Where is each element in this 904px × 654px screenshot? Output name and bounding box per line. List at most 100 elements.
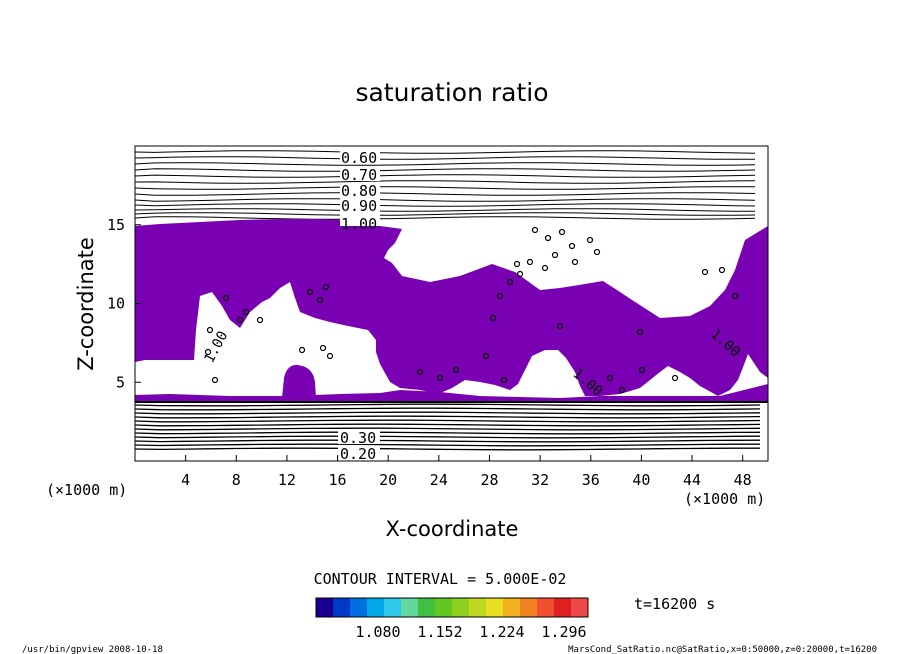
upper-contour-lines bbox=[134, 150, 756, 220]
speckle-mark bbox=[618, 386, 626, 394]
x-tick-label: 32 bbox=[531, 471, 549, 489]
speckle-mark bbox=[551, 251, 559, 259]
x-unit-right: (×1000 m) bbox=[684, 490, 765, 508]
supersaturated-bubble bbox=[282, 364, 316, 398]
x-tick-label: 36 bbox=[582, 471, 600, 489]
chart-title: saturation ratio bbox=[355, 78, 548, 107]
speckle-mark bbox=[322, 283, 330, 291]
speckle-mark bbox=[319, 344, 327, 352]
speckle-mark bbox=[496, 292, 504, 300]
lower-fill-strip bbox=[135, 384, 768, 402]
x-tick-label: 20 bbox=[379, 471, 397, 489]
lower-contour-line bbox=[134, 435, 761, 439]
speckle-mark bbox=[638, 366, 646, 374]
lower-contour-line bbox=[134, 423, 761, 427]
x-tick-label: 44 bbox=[683, 471, 701, 489]
speckle-mark bbox=[452, 366, 460, 374]
x-axis-label: X-coordinate bbox=[386, 517, 519, 541]
x-tick-label: 40 bbox=[632, 471, 650, 489]
supersaturated-region bbox=[135, 219, 768, 396]
contour-speckles bbox=[204, 226, 739, 394]
speckle-mark bbox=[206, 326, 214, 334]
x-tick-label: 4 bbox=[181, 471, 190, 489]
colorbar-swatch bbox=[537, 598, 555, 617]
y-tick-label: 15 bbox=[107, 216, 125, 234]
upper-contour-line bbox=[134, 198, 756, 202]
contour-interval-text: CONTOUR INTERVAL = 5.000E-02 bbox=[314, 570, 567, 588]
lower-contour-line bbox=[134, 427, 761, 431]
colorbar-swatch bbox=[571, 598, 589, 617]
x-tick-label: 28 bbox=[480, 471, 498, 489]
speckle-mark bbox=[242, 308, 250, 316]
colorbar-label: 1.224 bbox=[479, 623, 524, 641]
speckle-mark bbox=[541, 264, 549, 272]
speckle-mark bbox=[636, 328, 644, 336]
upper-contour-labels: 0.60 0.70 0.80 0.90 1.00 bbox=[340, 149, 380, 233]
y-axis-label: Z-coordinate bbox=[74, 237, 98, 371]
speckle-mark bbox=[436, 374, 444, 382]
speckle-mark bbox=[718, 266, 726, 274]
colorbar-swatch bbox=[554, 598, 572, 617]
speckle-mark bbox=[416, 368, 424, 376]
upper-contour-line bbox=[134, 156, 755, 160]
x-tick-label: 12 bbox=[278, 471, 296, 489]
contour-label-0-60: 0.60 bbox=[341, 149, 377, 167]
speckle-mark bbox=[211, 376, 219, 384]
upper-contour-line bbox=[134, 168, 756, 172]
lower-contour-labels: 0.30 0.20 bbox=[338, 429, 380, 463]
speckle-mark bbox=[204, 348, 212, 356]
speckle-mark bbox=[544, 234, 552, 242]
upper-contour-line bbox=[134, 174, 756, 178]
upper-contour-line bbox=[134, 192, 756, 196]
plot-area bbox=[134, 145, 769, 462]
speckle-mark bbox=[326, 352, 334, 360]
colorbar bbox=[316, 598, 589, 617]
speckle-mark bbox=[236, 316, 244, 324]
speckle-mark bbox=[586, 236, 594, 244]
colorbar-swatch bbox=[435, 598, 453, 617]
colorbar-swatch bbox=[367, 598, 385, 617]
speckle-mark bbox=[506, 278, 514, 286]
contour-label-1-00: 1.00 bbox=[341, 215, 377, 233]
x-tick-label: 48 bbox=[734, 471, 752, 489]
speckle-mark bbox=[500, 376, 508, 384]
lower-contour-line bbox=[134, 439, 761, 443]
contour-label-0-30: 0.30 bbox=[340, 429, 376, 447]
speckle-mark bbox=[526, 258, 534, 266]
lower-contour-line bbox=[134, 447, 760, 451]
speckle-mark bbox=[731, 292, 739, 300]
colorbar-labels: 1.080 1.152 1.224 1.296 bbox=[355, 623, 586, 641]
speckle-mark bbox=[316, 296, 324, 304]
colorbar-swatch bbox=[316, 598, 334, 617]
time-label: t=16200 s bbox=[634, 595, 715, 613]
contour-label-0-70: 0.70 bbox=[341, 166, 377, 184]
x-axis-ticks: 4 8 12 16 20 24 28 32 36 40 44 48 bbox=[181, 455, 752, 489]
contour-label-0-80: 0.80 bbox=[341, 182, 377, 200]
upper-contour-line bbox=[134, 203, 756, 207]
speckle-mark bbox=[513, 260, 521, 268]
colorbar-swatch bbox=[418, 598, 436, 617]
colorbar-swatch bbox=[384, 598, 402, 617]
speckle-mark bbox=[568, 242, 576, 250]
speckle-mark bbox=[256, 316, 264, 324]
upper-contour-line bbox=[134, 180, 756, 184]
speckle-mark bbox=[671, 374, 679, 382]
colorbar-label: 1.080 bbox=[355, 623, 400, 641]
lower-contour-line bbox=[134, 431, 761, 435]
speckle-mark bbox=[558, 228, 566, 236]
colorbar-swatch bbox=[350, 598, 368, 617]
upper-contour-line bbox=[134, 150, 756, 154]
lower-contour-lines bbox=[134, 403, 761, 451]
speckle-mark bbox=[482, 352, 490, 360]
speckle-mark bbox=[701, 268, 709, 276]
lower-contour-line bbox=[134, 419, 761, 423]
speckle-mark bbox=[298, 346, 306, 354]
colorbar-label: 1.152 bbox=[417, 623, 462, 641]
speckle-mark bbox=[306, 288, 314, 296]
x-unit-left: (×1000 m) bbox=[46, 481, 127, 499]
y-tick-label: 5 bbox=[116, 373, 125, 391]
x-tick-label: 8 bbox=[232, 471, 241, 489]
lower-contour-line bbox=[134, 403, 761, 407]
lower-contour-line bbox=[134, 407, 761, 411]
footer-right: MarsCond_SatRatio.nc@SatRatio,x=0:50000,… bbox=[568, 645, 877, 654]
